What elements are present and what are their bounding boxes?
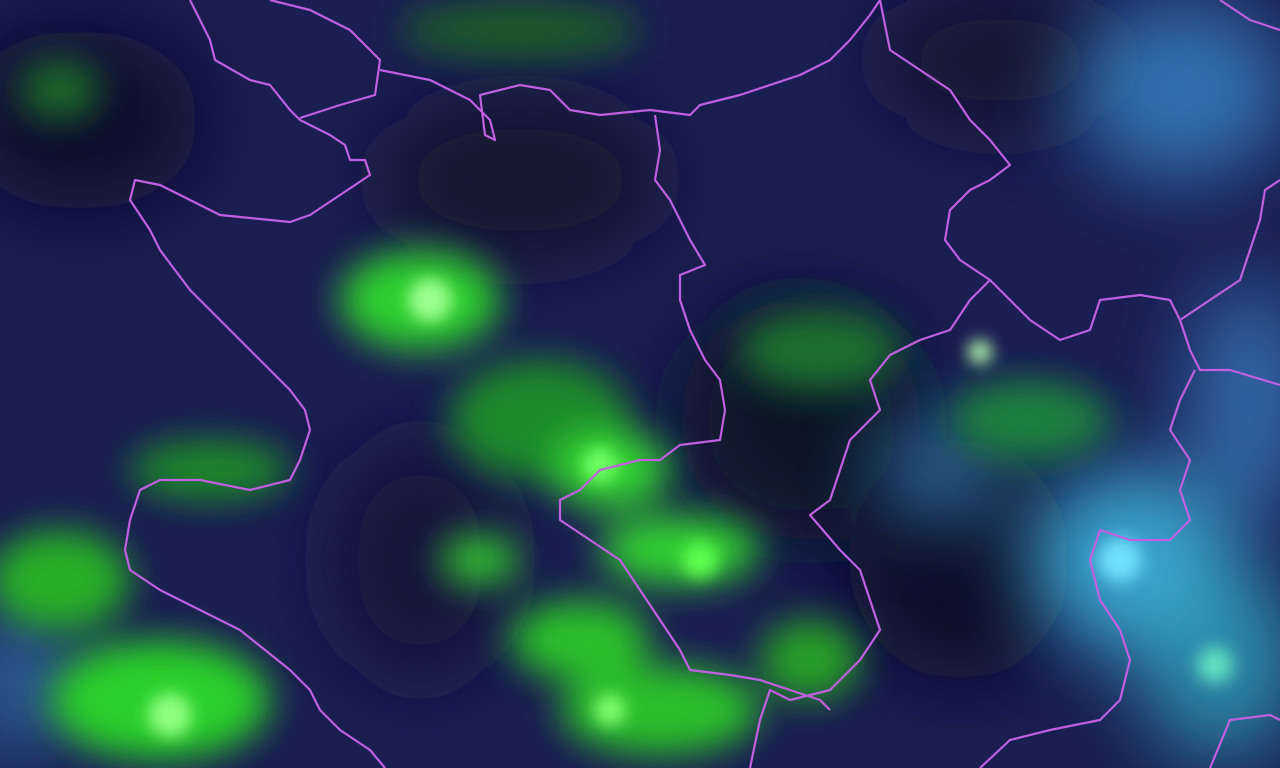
border-central — [558, 114, 831, 711]
border-north-west — [269, 0, 382, 120]
vegetation-areas — [0, 0, 1110, 760]
bright-spots — [148, 278, 1233, 737]
border-west — [123, 0, 386, 768]
border-east — [989, 179, 1280, 342]
border-south-east — [979, 369, 1196, 768]
borders — [123, 0, 1280, 768]
border-north-east — [1219, 0, 1280, 32]
border-north — [379, 0, 881, 142]
border-east-south — [1178, 319, 1280, 387]
border-far-south-east — [1208, 713, 1280, 768]
border-east-central — [748, 0, 1012, 768]
